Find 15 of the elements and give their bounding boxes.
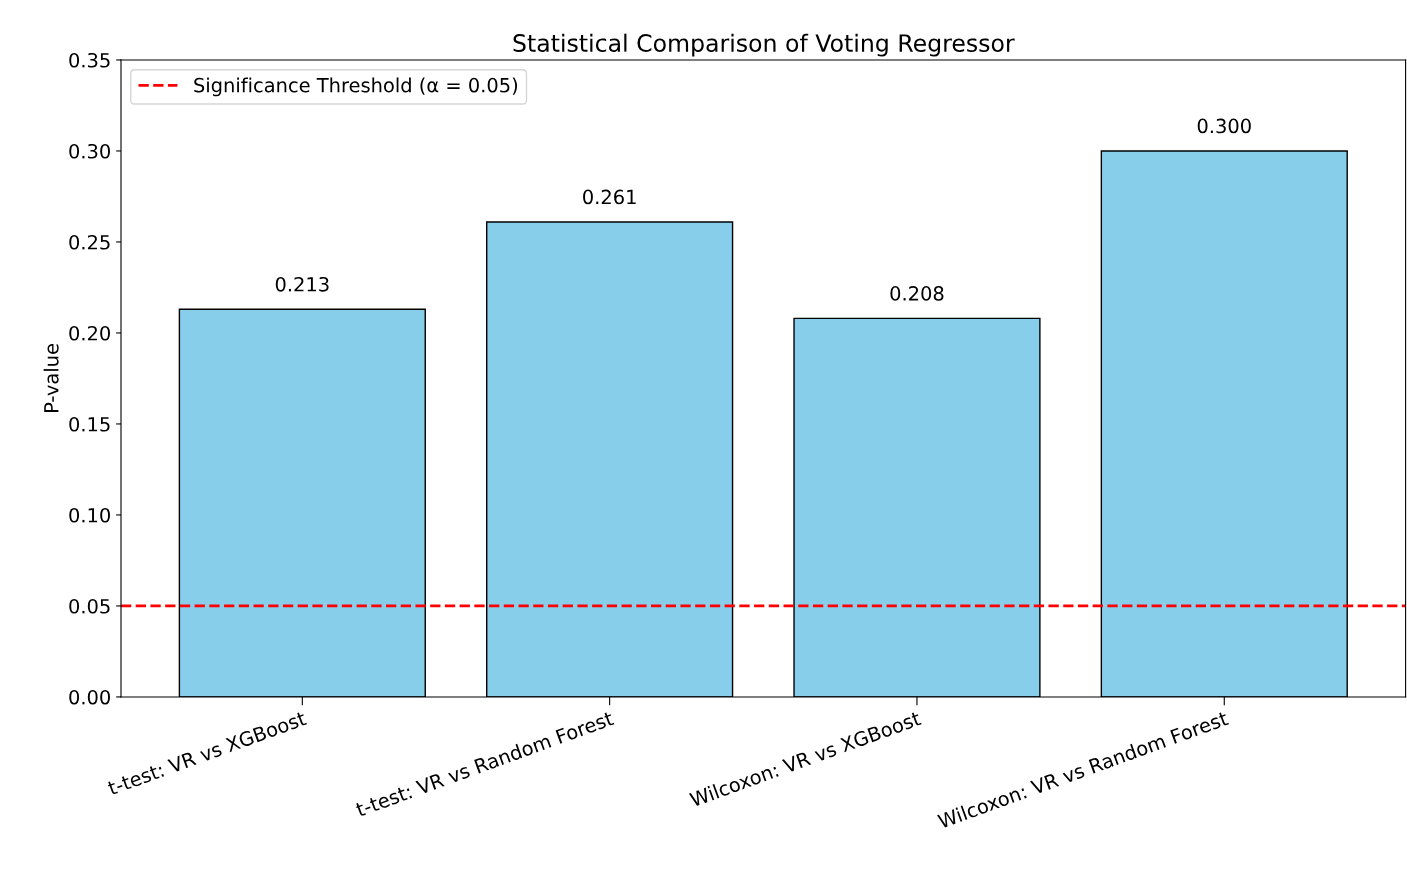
y-tick-label: 0.00 bbox=[69, 689, 110, 705]
y-tick-label: 0.10 bbox=[69, 507, 110, 523]
data-label: 0.208 bbox=[890, 286, 944, 301]
y-tick-label: 0.30 bbox=[69, 143, 110, 159]
chart-title: Statistical Comparison of Voting Regressor bbox=[513, 33, 1015, 57]
data-label: 0.213 bbox=[275, 276, 329, 292]
y-axis-title: P-value bbox=[43, 344, 59, 412]
y-tick-label: 0.25 bbox=[69, 234, 110, 250]
y-tick-label: 0.15 bbox=[69, 416, 110, 432]
data-label: 0.261 bbox=[583, 189, 636, 205]
y-tick-label: 0.05 bbox=[69, 598, 110, 614]
y-tick-label: 0.35 bbox=[69, 52, 110, 68]
y-tick-label: 0.20 bbox=[69, 325, 110, 341]
legend-label: Significance Threshold (α = 0.05) bbox=[194, 77, 518, 97]
data-label: 0.300 bbox=[1197, 118, 1251, 134]
